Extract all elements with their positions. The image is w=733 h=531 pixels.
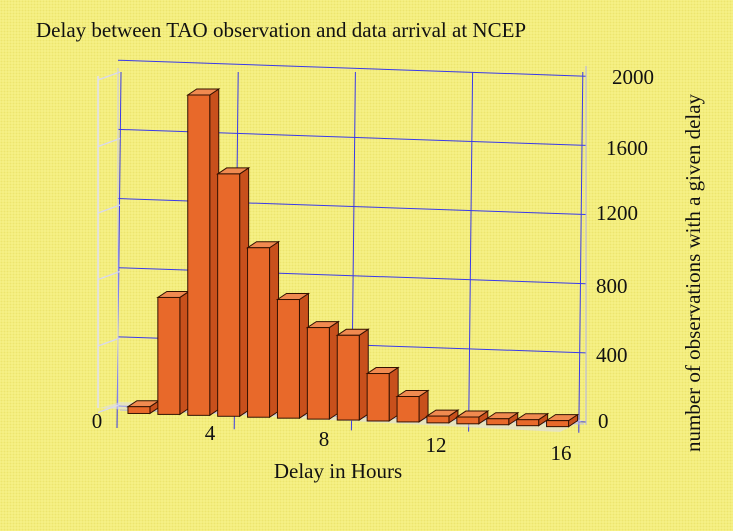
chart-ticks: 0 4 8 12 16 0 400 800 1200 1600 2000 <box>92 65 654 465</box>
grid-line-vertical <box>468 71 474 432</box>
y-tick-label: 2000 <box>612 65 654 89</box>
grid-line-vertical <box>578 71 584 433</box>
bar <box>544 413 580 428</box>
bar <box>365 366 400 422</box>
bar <box>395 389 430 423</box>
left-wall-line <box>97 137 121 148</box>
y-tick-label: 0 <box>598 409 609 433</box>
y-tick-label: 1600 <box>606 136 648 160</box>
x-tick-label: 0 <box>92 409 103 433</box>
left-wall-line <box>97 71 121 81</box>
y-axis-title: number of observations with a given dela… <box>681 93 705 452</box>
bar <box>305 320 341 421</box>
bar <box>335 328 370 421</box>
x-tick-label: 4 <box>205 421 216 445</box>
chart-bars <box>126 88 580 428</box>
bar <box>186 88 221 417</box>
bar <box>245 240 281 419</box>
left-wall-line <box>97 337 121 347</box>
left-wall-line <box>97 204 121 214</box>
x-tick-label: 16 <box>551 441 572 465</box>
x-axis-title: Delay in Hours <box>274 459 402 483</box>
bar <box>156 290 191 416</box>
y-tick-label: 1200 <box>596 201 638 225</box>
x-tick-label: 12 <box>426 433 447 457</box>
x-tick-label: 8 <box>319 427 330 451</box>
bar <box>485 411 520 426</box>
bar <box>514 412 550 427</box>
bar <box>215 166 251 418</box>
y-tick-label: 400 <box>596 343 628 367</box>
bar <box>275 292 311 420</box>
y-tick-label: 800 <box>596 274 628 298</box>
left-wall-line <box>97 270 121 281</box>
chart-title: Delay between TAO observation and data a… <box>36 18 526 42</box>
grid-line-horizontal <box>117 59 587 77</box>
